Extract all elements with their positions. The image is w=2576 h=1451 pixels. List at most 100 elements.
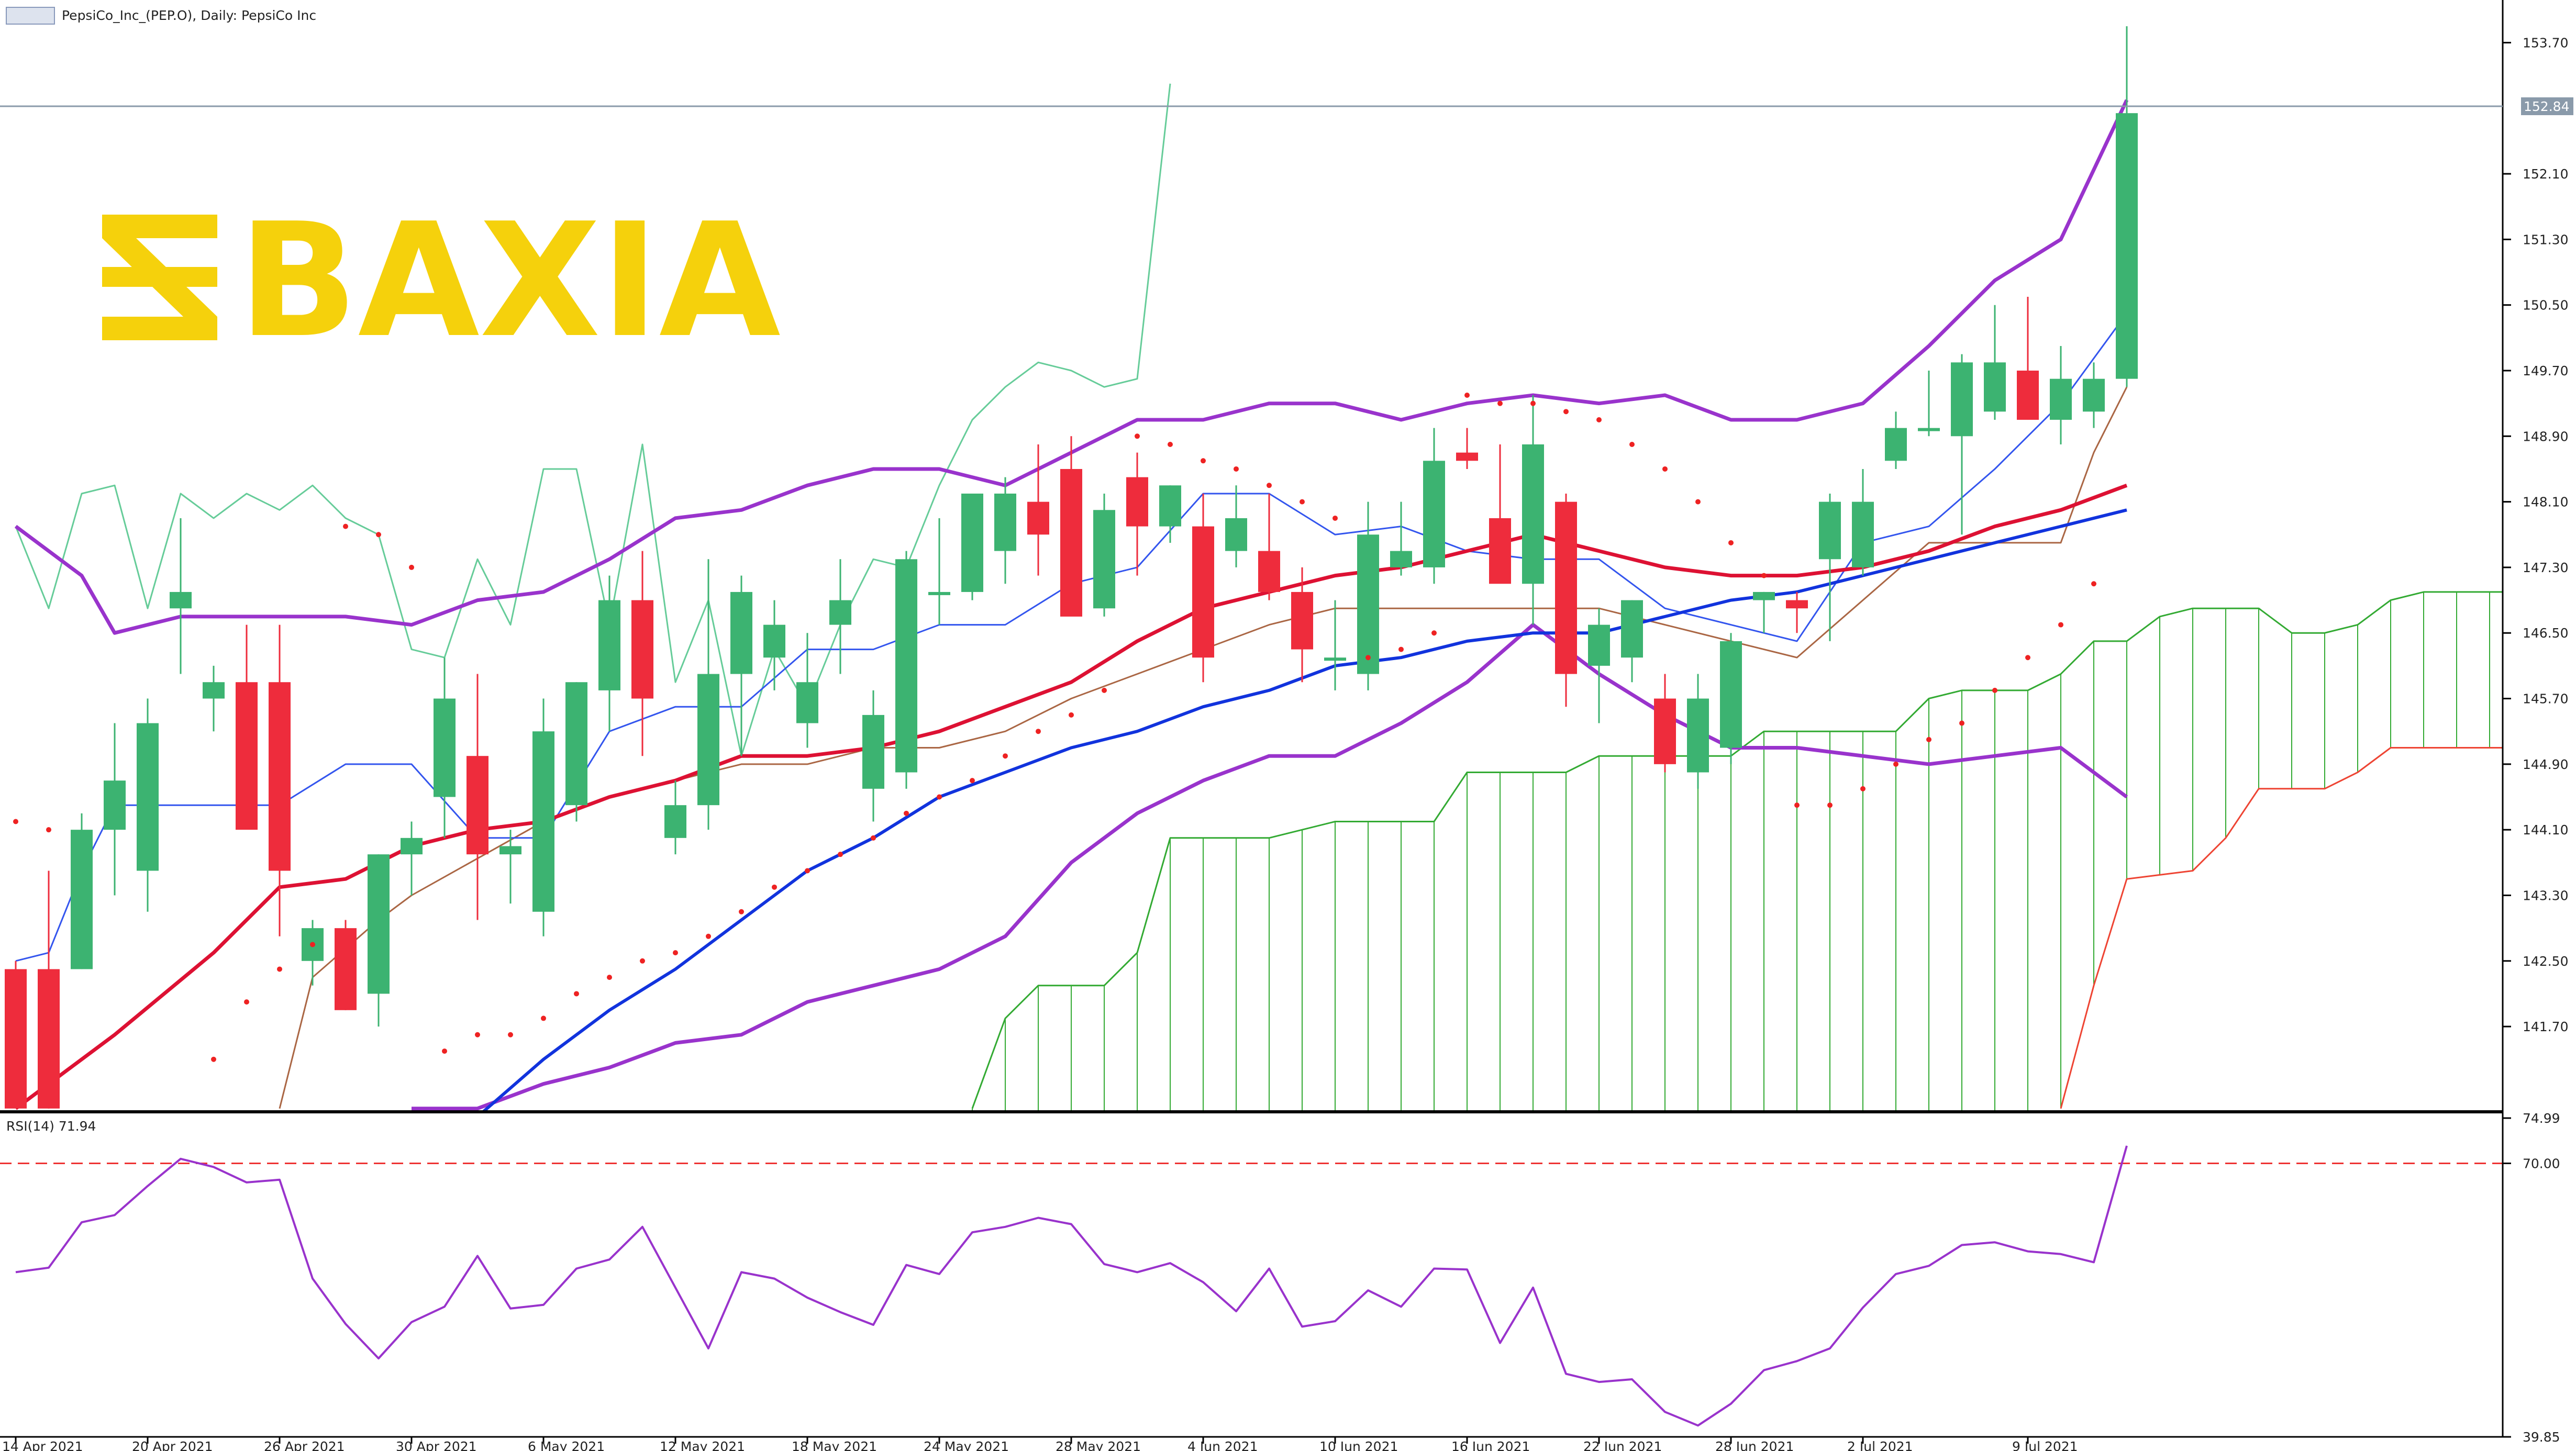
candle <box>1687 674 1709 789</box>
psar-dot <box>838 852 843 857</box>
candle <box>565 682 587 822</box>
price-tick-label: 152.10 <box>2523 166 2568 182</box>
candle <box>1423 428 1445 584</box>
psar-dot <box>1201 458 1206 464</box>
psar-dot <box>1893 761 1898 767</box>
psar-dot <box>772 884 777 890</box>
date-tick-label: 6 May 2021 <box>528 1439 605 1451</box>
price-tick-label: 150.50 <box>2523 298 2568 313</box>
date-tick-label: 22 Jun 2021 <box>1583 1439 1662 1451</box>
candle <box>104 723 126 896</box>
rsi-line <box>15 1145 2128 1427</box>
price-tick-label: 145.70 <box>2523 691 2568 707</box>
candle <box>928 518 950 625</box>
psar-dot <box>1629 441 1635 447</box>
candle <box>1654 674 1676 773</box>
psar-dot <box>1926 736 1931 742</box>
candle <box>170 518 192 674</box>
psar-dot <box>1431 630 1437 636</box>
date-tick-label: 9 Jul 2021 <box>2012 1439 2078 1451</box>
psar-dot <box>1497 400 1503 406</box>
candle <box>1951 354 1973 535</box>
chart-title: PepsiCo_Inc_(PEP.O), Daily: PepsiCo Inc <box>62 8 316 23</box>
psar-dot <box>904 810 909 816</box>
psar-dot <box>1267 483 1272 488</box>
psar-dot <box>1761 573 1767 578</box>
date-tick-label: 4 Jun 2021 <box>1187 1439 1258 1451</box>
candle <box>1291 567 1313 683</box>
candle <box>730 575 752 756</box>
candle <box>1621 600 1643 683</box>
candle <box>1555 493 1577 707</box>
baxia-logo-mark <box>102 215 217 340</box>
psar-dot <box>1563 409 1569 415</box>
date-tick-label: 2 Jul 2021 <box>1847 1439 1913 1451</box>
candle <box>1885 411 1907 469</box>
candle <box>532 698 554 936</box>
price-tick-label: 144.90 <box>2523 757 2568 772</box>
senkou-span-a-line <box>971 591 2503 1109</box>
candle <box>5 961 27 1109</box>
psar-dot <box>574 991 579 997</box>
date-tick-label: 30 Apr 2021 <box>396 1439 477 1451</box>
date-tick-label: 28 Jun 2021 <box>1715 1439 1794 1451</box>
psar-dot <box>244 999 249 1005</box>
current-price-label: 152.84 <box>2524 99 2569 114</box>
candle <box>401 821 423 896</box>
psar-dot <box>1695 499 1701 505</box>
rsi-tick-label: 39.85 <box>2523 1430 2560 1445</box>
psar-dot <box>1333 515 1338 521</box>
candle <box>1720 633 1742 764</box>
price-tick-label: 151.30 <box>2523 232 2568 247</box>
candle <box>335 920 357 1010</box>
psar-dot <box>1102 687 1107 693</box>
candle <box>1489 444 1511 584</box>
psar-dot <box>1959 720 1964 726</box>
candlesticks <box>5 26 2138 1109</box>
price-tick-label: 149.70 <box>2523 363 2568 378</box>
candle <box>2083 362 2105 428</box>
psar-dot <box>211 1056 216 1062</box>
candle <box>269 624 291 936</box>
chikou-span-line <box>15 83 1171 757</box>
baxia-logo-text: BAXIA <box>238 189 782 372</box>
rsi-tick-label: 74.99 <box>2523 1111 2560 1126</box>
psar-dot <box>475 1032 480 1037</box>
psar-dot <box>937 794 942 800</box>
psar-dot <box>277 966 282 972</box>
psar-dot <box>2058 622 2063 628</box>
psar-dot <box>871 835 876 841</box>
candle <box>1918 371 1940 437</box>
psar-dot <box>805 868 810 874</box>
candle <box>763 600 785 690</box>
date-tick-label: 28 May 2021 <box>1056 1439 1141 1451</box>
psar-dot <box>1168 441 1173 447</box>
date-tick-label: 26 Apr 2021 <box>264 1439 345 1451</box>
candle <box>1984 305 2006 420</box>
date-tick-label: 24 May 2021 <box>924 1439 1009 1451</box>
chart-header: PepsiCo_Inc_(PEP.O), Daily: PepsiCo Inc <box>6 7 316 25</box>
window-icon[interactable] <box>6 7 55 25</box>
psar-dot <box>673 950 678 956</box>
date-tick-label: 20 Apr 2021 <box>132 1439 213 1451</box>
candle <box>631 551 653 756</box>
price-tick-label: 148.90 <box>2523 429 2568 444</box>
ichimoku-cloud <box>971 591 2503 1112</box>
psar-dot <box>706 933 711 939</box>
rsi-tick-label: 70.00 <box>2523 1156 2560 1171</box>
candle <box>1852 468 1874 576</box>
candle <box>1522 395 1544 625</box>
candle <box>1225 485 1247 567</box>
bollinger-lower-line <box>412 623 2128 1111</box>
candle <box>1027 444 1049 576</box>
psar-dot <box>1300 499 1305 505</box>
candle <box>598 575 620 732</box>
rsi-title: RSI(14) 71.94 <box>6 1119 96 1134</box>
psar-dot <box>13 819 18 824</box>
price-tick-label: 142.50 <box>2523 954 2568 969</box>
psar-dot <box>1992 687 1997 693</box>
psar-dot <box>1728 540 1734 545</box>
candle <box>1819 493 1841 641</box>
psar-dot <box>1234 466 1239 472</box>
